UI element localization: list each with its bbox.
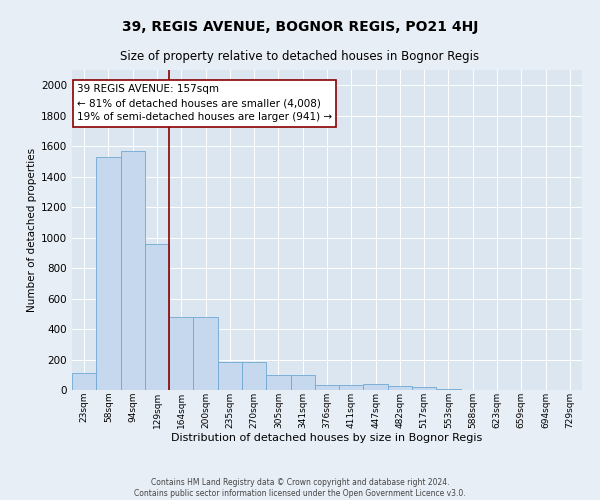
Bar xyxy=(121,151,145,390)
Bar xyxy=(436,389,461,390)
Bar xyxy=(339,384,364,390)
Bar xyxy=(193,317,218,390)
Bar xyxy=(242,362,266,390)
Bar xyxy=(388,386,412,390)
Bar xyxy=(72,373,96,390)
Bar xyxy=(218,362,242,390)
Text: 39, REGIS AVENUE, BOGNOR REGIS, PO21 4HJ: 39, REGIS AVENUE, BOGNOR REGIS, PO21 4HJ xyxy=(122,20,478,34)
Y-axis label: Number of detached properties: Number of detached properties xyxy=(27,148,37,312)
Text: Contains HM Land Registry data © Crown copyright and database right 2024.
Contai: Contains HM Land Registry data © Crown c… xyxy=(134,478,466,498)
Text: 39 REGIS AVENUE: 157sqm
← 81% of detached houses are smaller (4,008)
19% of semi: 39 REGIS AVENUE: 157sqm ← 81% of detache… xyxy=(77,84,332,122)
Bar xyxy=(96,157,121,390)
Bar xyxy=(266,375,290,390)
X-axis label: Distribution of detached houses by size in Bognor Regis: Distribution of detached houses by size … xyxy=(172,434,482,444)
Bar xyxy=(315,384,339,390)
Text: Size of property relative to detached houses in Bognor Regis: Size of property relative to detached ho… xyxy=(121,50,479,63)
Bar xyxy=(145,244,169,390)
Bar xyxy=(169,317,193,390)
Bar xyxy=(412,387,436,390)
Bar xyxy=(290,375,315,390)
Bar xyxy=(364,384,388,390)
